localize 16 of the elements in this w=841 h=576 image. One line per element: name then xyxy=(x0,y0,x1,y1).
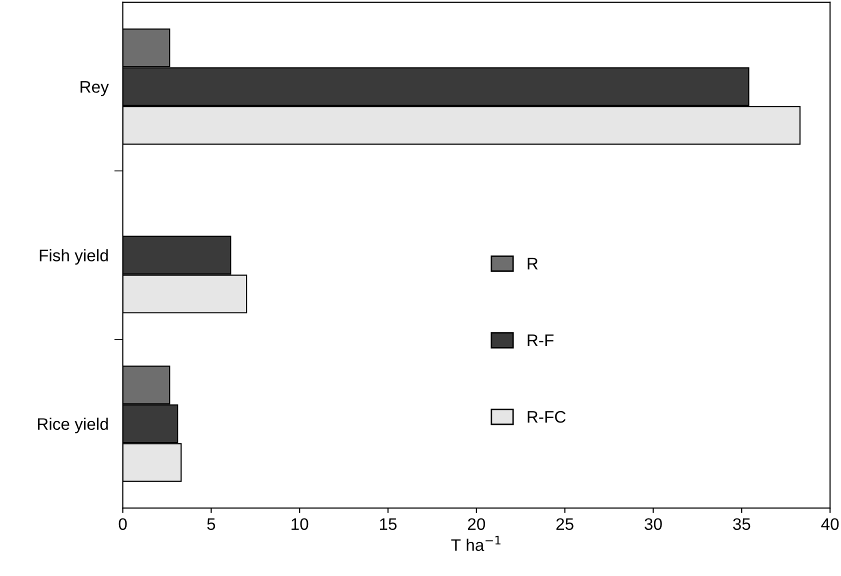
x-tick-label: 40 xyxy=(821,518,839,530)
x-tick-label: 10 xyxy=(292,518,308,530)
x-axis-title: T ha$^{−1}$ xyxy=(451,536,500,551)
x-tick-label: 30 xyxy=(644,518,662,530)
x-tick-label: 25 xyxy=(556,518,574,530)
x-tick-label: 5 xyxy=(207,518,216,530)
legend-label: R-FC xyxy=(528,410,566,423)
y-tick-label: Fish yield xyxy=(40,249,108,265)
x-tick-label: 0 xyxy=(118,518,127,530)
x-tick-label: 20 xyxy=(468,518,486,530)
legend-label: R-F xyxy=(528,334,554,346)
y-tick-label: Rey xyxy=(80,81,109,96)
x-tick-label: 15 xyxy=(380,518,397,530)
x-tick-label: 35 xyxy=(733,518,750,530)
legend-label: R xyxy=(528,258,538,270)
y-tick-label: Rice yield xyxy=(38,418,108,434)
